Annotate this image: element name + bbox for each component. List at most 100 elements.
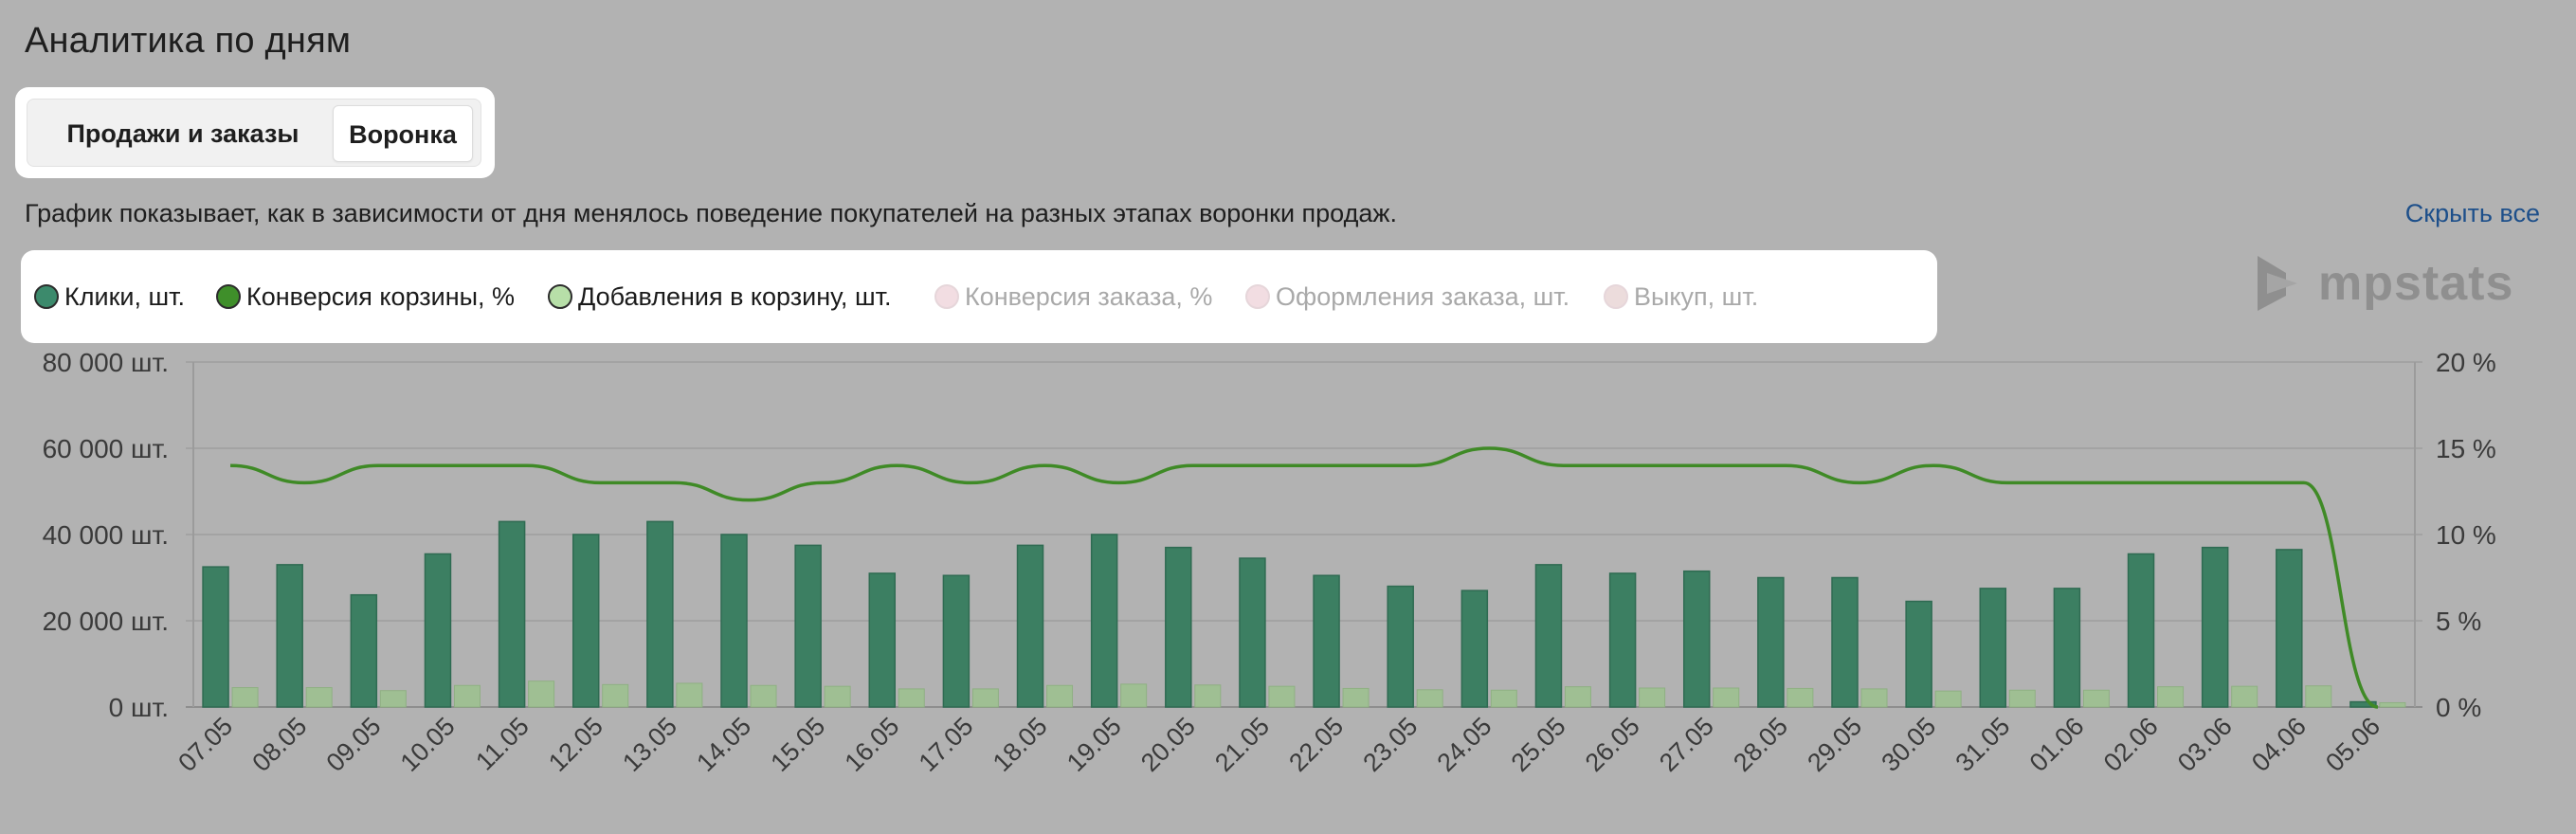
bar-clicks[interactable] [2053,588,2081,708]
bar-clicks[interactable] [202,566,229,708]
legend-label: Оформления заказа, шт. [1276,281,1570,311]
bar-cart-additions[interactable] [1416,689,1443,708]
bar-clicks[interactable] [1387,585,1414,708]
bar-cart-additions[interactable] [379,690,407,708]
bar-clicks[interactable] [1905,600,1932,708]
bar-clicks[interactable] [1016,544,1044,708]
bar-clicks[interactable] [646,520,674,708]
bar-cart-additions[interactable] [1490,689,1517,708]
bar-cart-additions[interactable] [1268,685,1296,708]
legend-item-cart-additions[interactable]: Добавления в корзину, шт. [548,250,891,343]
x-tick-label: 04.06 [2246,712,2312,777]
x-tick-label: 13.05 [617,712,682,777]
legend-item-buyouts[interactable]: Выкуп, шт. [1604,250,1758,343]
bar-cart-additions[interactable] [971,688,999,708]
bar-clicks[interactable] [720,534,748,708]
x-tick-label: 08.05 [246,712,312,777]
bar-cart-additions[interactable] [602,683,629,708]
bar-cart-additions[interactable] [1194,684,1222,708]
bar-cart-additions[interactable] [2379,701,2406,708]
legend-item-cart-conversion[interactable]: Конверсия корзины, % [216,250,515,343]
bar-cart-additions[interactable] [1713,687,1740,708]
bar-cart-additions[interactable] [898,688,925,708]
bar-clicks[interactable] [1831,576,1859,708]
bar-cart-additions[interactable] [1120,683,1148,708]
x-tick-label: 19.05 [1061,712,1127,777]
tab-sales-and-orders[interactable]: Продажи и заказы [66,119,299,148]
bar-clicks[interactable] [1534,564,1563,708]
bar-clicks[interactable] [1979,588,2007,708]
y-left-tick-label: 80 000 шт. [43,348,169,377]
hide-all-link[interactable]: Скрыть все [2404,199,2540,227]
x-tick-label: 31.05 [1950,712,2016,777]
bar-clicks[interactable] [2127,553,2155,708]
x-tick-label: 23.05 [1357,712,1423,777]
bar-cart-additions[interactable] [1860,688,1888,708]
x-tick-label: 07.05 [172,712,238,777]
bar-cart-additions[interactable] [2157,686,2185,708]
bar-clicks[interactable] [1090,534,1118,708]
bar-clicks[interactable] [2201,546,2229,708]
legend-item-clicks[interactable]: Клики, шт. [34,250,185,343]
bar-cart-additions[interactable] [1934,690,1962,708]
legend-dot-icon [34,284,59,309]
bar-cart-additions[interactable] [1564,686,1591,708]
bar-clicks[interactable] [1682,570,1711,708]
bar-cart-additions[interactable] [824,685,851,708]
legend-item-order-conversion[interactable]: Конверсия заказа, % [934,250,1212,343]
legend-dot-icon [1604,284,1628,309]
chart-area: 0 шт. 20 000 шт. 40 000 шт. 60 000 шт. 80 00… [43,348,2496,777]
bar-cart-additions[interactable] [1639,687,1666,708]
bar-cart-additions[interactable] [231,687,259,708]
x-tick-label: 03.06 [2172,712,2238,777]
bar-clicks[interactable] [498,520,526,708]
x-tick-label: 10.05 [395,712,461,777]
bar-cart-additions[interactable] [2231,685,2259,708]
bar-clicks[interactable] [2276,549,2303,708]
x-tick-label: 09.05 [321,712,387,777]
bar-cart-additions[interactable] [1787,687,1814,708]
bar-cart-additions[interactable] [453,684,481,708]
x-tick-label: 05.06 [2320,712,2386,777]
bar-clicks[interactable] [276,564,303,708]
legend-item-order-placements[interactable]: Оформления заказа, шт. [1245,250,1569,343]
bar-clicks[interactable] [1608,572,1637,708]
x-tick-label: 29.05 [1802,712,1867,777]
bar-cart-additions[interactable] [528,680,555,708]
x-tick-label: 21.05 [1209,712,1275,777]
bar-clicks[interactable] [424,553,452,708]
bar-clicks[interactable] [1313,574,1340,708]
bar-cart-additions[interactable] [305,687,333,708]
bar-cart-additions[interactable] [1046,684,1074,708]
bar-clicks[interactable] [1239,557,1266,708]
x-tick-label: 22.05 [1283,712,1349,777]
bar-cart-additions[interactable] [676,682,703,708]
bar-clicks[interactable] [571,534,600,708]
line-cart-conversion[interactable] [230,446,2379,709]
x-tick-label: 11.05 [470,712,535,776]
bar-clicks[interactable] [1165,546,1192,708]
bar-clicks[interactable] [1460,589,1489,708]
legend-label: Выкуп, шт. [1634,281,1759,311]
bar-cart-additions[interactable] [2305,685,2332,708]
y-left-tick-label: 60 000 шт. [43,434,169,463]
bar-clicks[interactable] [350,593,378,708]
bar-cart-additions[interactable] [750,684,777,708]
bar-clicks[interactable] [794,544,822,708]
bar-clicks[interactable] [942,574,971,708]
legend-label: Клики, шт. [64,281,185,311]
x-tick-label: 25.05 [1506,712,1571,777]
tab-funnel[interactable]: Воронка [333,105,473,162]
logo-text: mpstats [2318,256,2514,311]
y-left-tick-label: 0 шт. [109,693,169,722]
bar-cart-additions[interactable] [2082,689,2110,708]
bar-clicks[interactable] [868,572,897,708]
bar-clicks[interactable] [2349,700,2377,708]
y-left-tick-label: 40 000 шт. [43,520,169,550]
legend-dot-icon [216,284,241,309]
legend-label: Добавления в корзину, шт. [578,281,892,311]
bar-cart-additions[interactable] [2008,689,2036,708]
bar-cart-additions[interactable] [1342,687,1370,708]
tabs-group: Продажи и заказы Воронка [27,99,481,167]
bar-clicks[interactable] [1757,576,1785,708]
